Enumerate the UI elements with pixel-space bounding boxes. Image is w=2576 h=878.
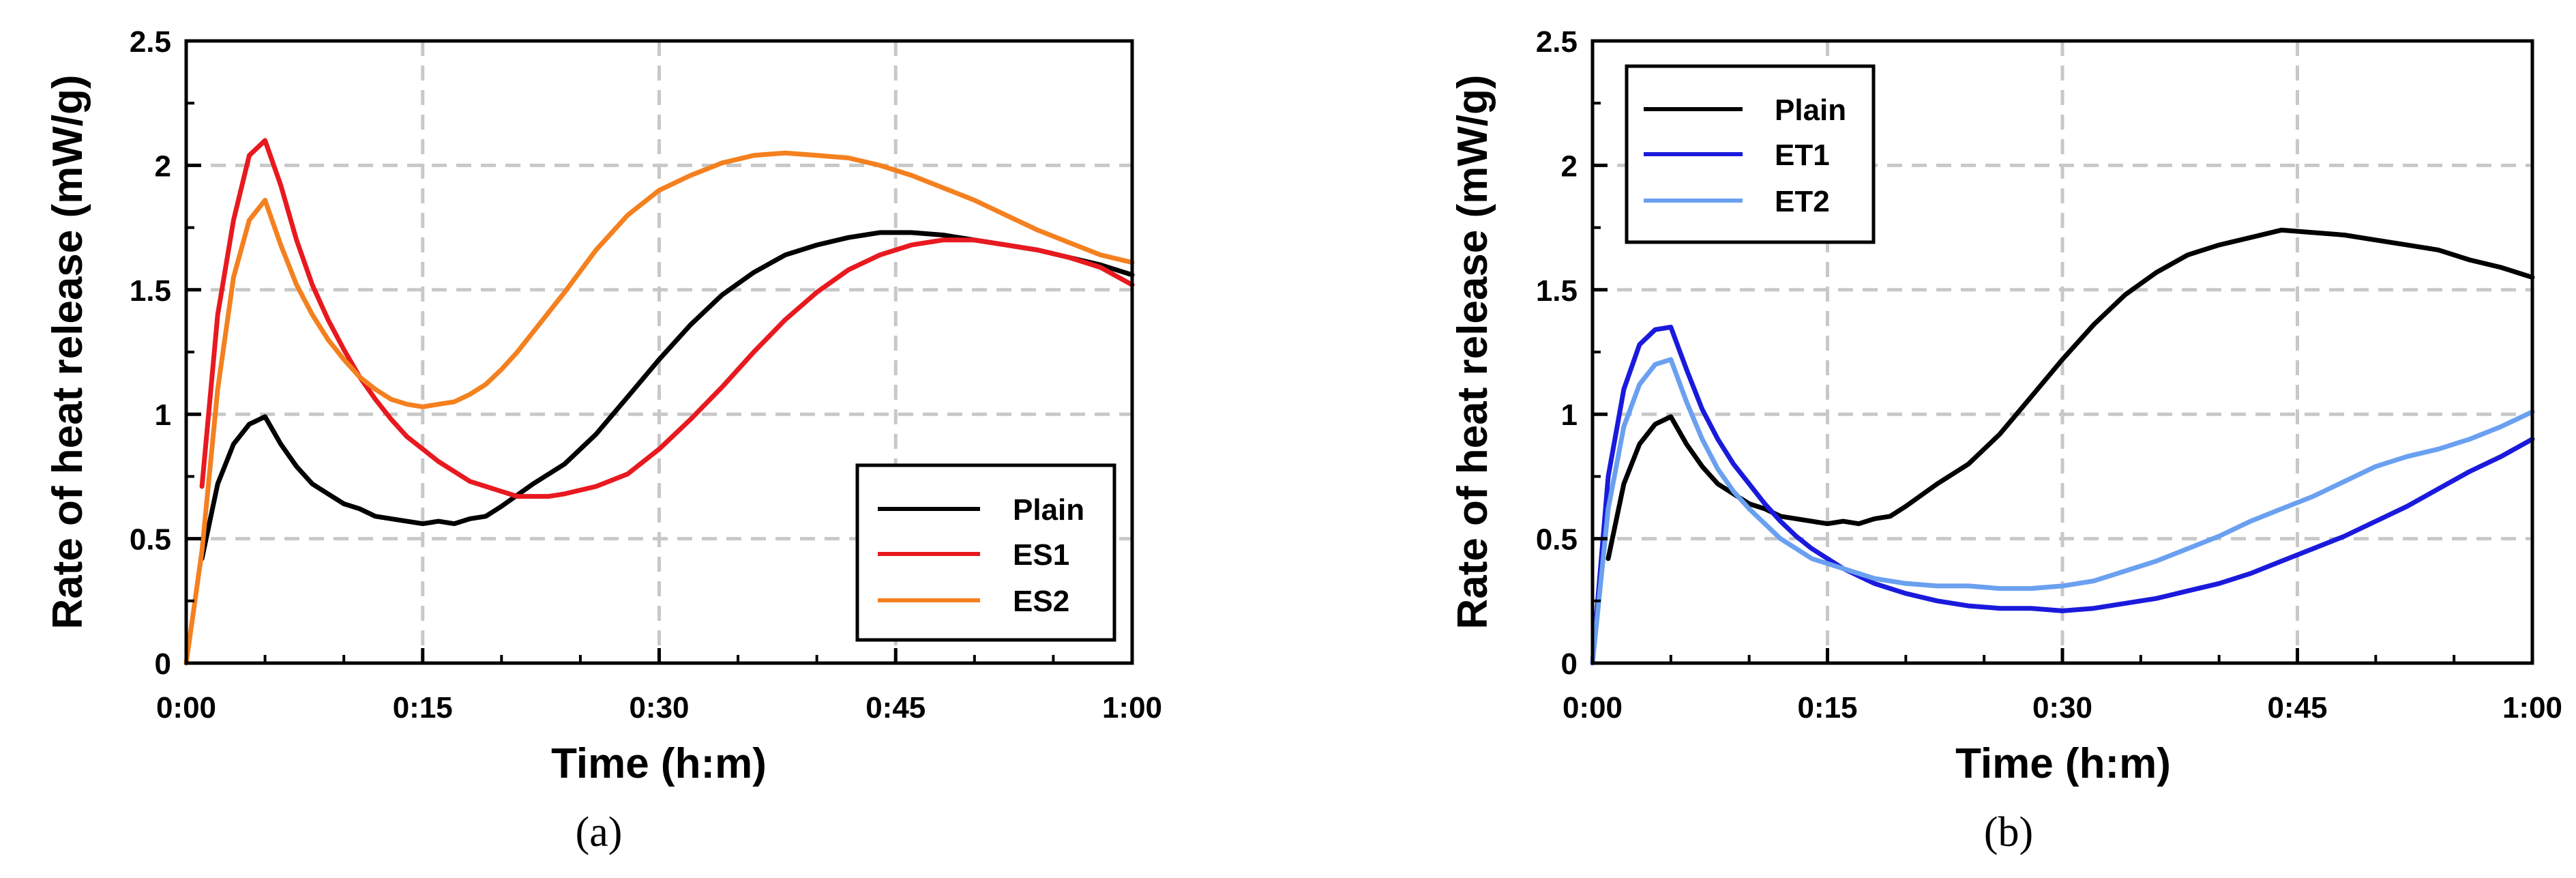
legend-label-es2-a: ES2 (1013, 585, 1069, 618)
caption-b: (b) (1984, 809, 2033, 855)
x-tick-label: 1:00 (1102, 691, 1162, 725)
y-tick-label: 2.5 (1536, 25, 1578, 59)
x-tick-label: 0:00 (1563, 691, 1623, 725)
y-tick-label: 2.5 (130, 25, 171, 59)
grid-a (186, 41, 1132, 663)
legend-label-et2-b: ET2 (1775, 185, 1830, 218)
x-tick-label: 1:00 (2502, 691, 2562, 725)
series-line-es2 (183, 150, 1135, 666)
series-line-et1 (1590, 325, 2535, 666)
series-line-et2 (1590, 357, 2535, 666)
x-tick-label: 0:30 (629, 691, 689, 725)
y-tick-label: 1 (1561, 398, 1578, 432)
y-tick-label: 0 (155, 647, 171, 681)
y-tick-label: 0 (1561, 647, 1578, 681)
y-tick-label: 1 (155, 398, 171, 432)
y-tick-label: 0.5 (130, 523, 171, 557)
caption-a: (a) (576, 809, 623, 855)
series-line-es1 (199, 138, 1135, 499)
x-tick-label: 0:15 (393, 691, 453, 725)
x-tick-label: 0:30 (2032, 691, 2092, 725)
ticks-a: 0:00 0:15 0:30 0:45 1:00 0 0.5 1 1.5 2 2.5 (130, 25, 1162, 725)
chart-panel-b: 0:00 0:15 0:30 0:45 1:00 0 0.5 1 1.5 2 2.5 Time (h… (1449, 25, 2562, 855)
chart-panel-a: 0:00 0:15 0:30 0:45 1:00 0 0.5 1 1.5 2 2.5 Time (h… (44, 25, 1162, 855)
x-tick-label: 0:00 (156, 691, 216, 725)
y-tick-label: 2 (1561, 149, 1578, 183)
series-group-a (183, 138, 1135, 666)
y-axis-title-b: Rate of heat release (mW/g) (1449, 74, 1496, 629)
legend-a: Plain ES1 ES2 (855, 463, 1116, 642)
y-tick-label: 1.5 (1536, 274, 1578, 308)
ticks-b: 0:00 0:15 0:30 0:45 1:00 0 0.5 1 1.5 2 2.5 (1536, 25, 2562, 725)
legend-label-plain-b: Plain (1775, 93, 1846, 127)
legend-label-plain-a: Plain (1013, 493, 1084, 527)
x-tick-label: 0:15 (1797, 691, 1857, 725)
x-axis-title-a: Time (h:m) (551, 740, 767, 787)
legend-label-es1-a: ES1 (1013, 538, 1069, 572)
series-line-plain (1605, 227, 2535, 561)
y-tick-label: 0.5 (1536, 523, 1578, 557)
x-tick-label: 0:45 (865, 691, 926, 725)
legend-b: Plain ET1 ET2 (1625, 64, 1876, 244)
y-axis-title-a: Rate of heat release (mW/g) (44, 74, 91, 629)
y-tick-label: 1.5 (130, 274, 171, 308)
y-tick-label: 2 (155, 149, 171, 183)
x-axis-title-b: Time (h:m) (1955, 740, 2171, 787)
series-group-b (1590, 227, 2535, 666)
x-tick-label: 0:45 (2267, 691, 2327, 725)
legend-label-et1-b: ET1 (1775, 138, 1830, 172)
